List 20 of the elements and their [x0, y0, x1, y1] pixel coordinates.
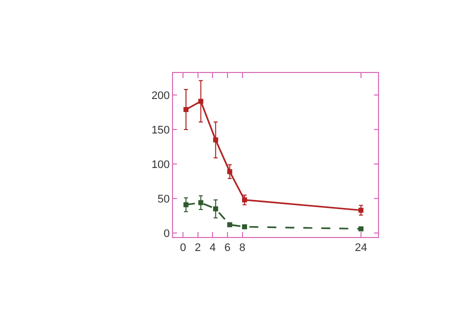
- point: [242, 197, 248, 202]
- x-tick-label: 2: [194, 242, 201, 254]
- point: [198, 98, 204, 104]
- point: [198, 200, 204, 206]
- x-tick-label: 0: [180, 242, 186, 254]
- y-tick-label: 150: [151, 124, 170, 136]
- x-tick-label: 24: [354, 242, 368, 254]
- point: [183, 107, 188, 112]
- x-tick-label: 8: [239, 242, 246, 254]
- point: [183, 202, 188, 208]
- point: [227, 169, 232, 174]
- y-tick-label: 0: [164, 228, 170, 240]
- point: [358, 208, 364, 213]
- y-tick-label: 100: [151, 158, 170, 171]
- x-tick-label: 4: [210, 242, 216, 254]
- y-tick-label: 50: [158, 193, 170, 206]
- point: [213, 137, 218, 142]
- x-tick-label: 6: [224, 242, 231, 254]
- y-tick-label: 200: [151, 90, 170, 102]
- point: [213, 206, 218, 212]
